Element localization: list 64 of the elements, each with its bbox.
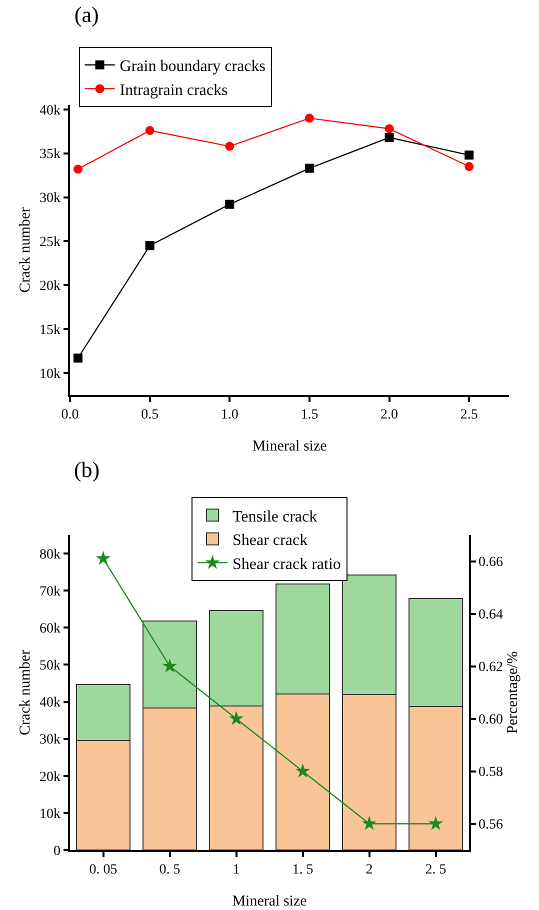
legend-label: Intragrain cracks — [120, 82, 228, 99]
point — [362, 816, 377, 830]
legend-label: Grain boundary cracks — [120, 58, 266, 76]
y-tick-label: 15k — [39, 322, 60, 338]
x-tick-label: 2. 5 — [425, 862, 446, 878]
y2-axis-title: Percentage/% — [505, 651, 522, 734]
point — [384, 124, 394, 134]
x-tick-label: 1.5 — [300, 408, 318, 423]
x-tick-label: 0. 5 — [159, 862, 180, 878]
point — [228, 711, 244, 725]
y-tick-label: 0 — [53, 844, 60, 859]
y-tick-label: 30k — [39, 191, 60, 206]
y-tick-label: 60k — [39, 622, 60, 637]
x-tick-label: 1.0 — [220, 408, 238, 423]
point — [73, 354, 82, 363]
y-tick-label: 25k — [39, 235, 60, 250]
point — [464, 150, 474, 160]
y-tick-label: 40k — [39, 103, 60, 118]
x-tick-label: 2 — [366, 862, 373, 878]
y-tick-label: 80k — [39, 547, 60, 562]
x-tick-label: 1. 5 — [292, 862, 314, 878]
y-tick-label: 70k — [39, 584, 60, 600]
point — [295, 764, 310, 778]
point — [464, 162, 474, 172]
y-tick-label: 50k — [39, 658, 60, 674]
point — [73, 164, 82, 174]
y2-tick-label: 0.64 — [478, 608, 504, 623]
point — [304, 114, 314, 123]
x-tick-label: 0.0 — [61, 408, 79, 423]
legend-label: Tensile crack — [232, 508, 318, 526]
x-tick-label: 2.0 — [380, 408, 398, 423]
y-tick-label: 20k — [39, 770, 60, 785]
point — [304, 164, 314, 173]
y-tick-label: 20k — [39, 279, 60, 294]
y-tick-label: 10k — [39, 366, 60, 382]
y2-tick-label: 0.66 — [478, 555, 504, 570]
y-axis-title: Crack number — [18, 207, 34, 293]
point — [225, 142, 234, 151]
x-tick-label: 2.5 — [460, 408, 478, 423]
y-tick-label: 30k — [39, 732, 60, 748]
chart-title: (a) — [74, 2, 99, 28]
point — [145, 126, 154, 135]
legend-label: Shear crack — [232, 532, 308, 550]
y2-tick-label: 0.56 — [478, 818, 504, 833]
y2-tick-label: 0.62 — [478, 660, 504, 676]
point — [162, 658, 178, 672]
point — [96, 550, 111, 565]
y-tick-label: 40k — [39, 696, 60, 711]
y2-tick-label: 0.58 — [478, 765, 504, 780]
point — [384, 133, 394, 142]
chart-title: (b) — [74, 457, 100, 482]
y2-tick-label: 0.60 — [478, 712, 504, 728]
y-tick-label: 10k — [39, 806, 60, 822]
point — [145, 241, 154, 250]
point — [225, 200, 234, 209]
y-tick-label: 35k — [39, 147, 60, 162]
x-tick-label: 0.5 — [141, 408, 159, 423]
y-axis-title: Crack number — [18, 650, 34, 736]
x-tick-label: 0. 05 — [89, 862, 118, 878]
point — [428, 816, 444, 830]
x-tick-label: 1 — [232, 862, 240, 878]
x-axis-title: Mineral size — [232, 894, 308, 910]
legend-label: Shear crack ratio — [232, 556, 341, 573]
x-axis-title: Mineral size — [252, 438, 328, 454]
